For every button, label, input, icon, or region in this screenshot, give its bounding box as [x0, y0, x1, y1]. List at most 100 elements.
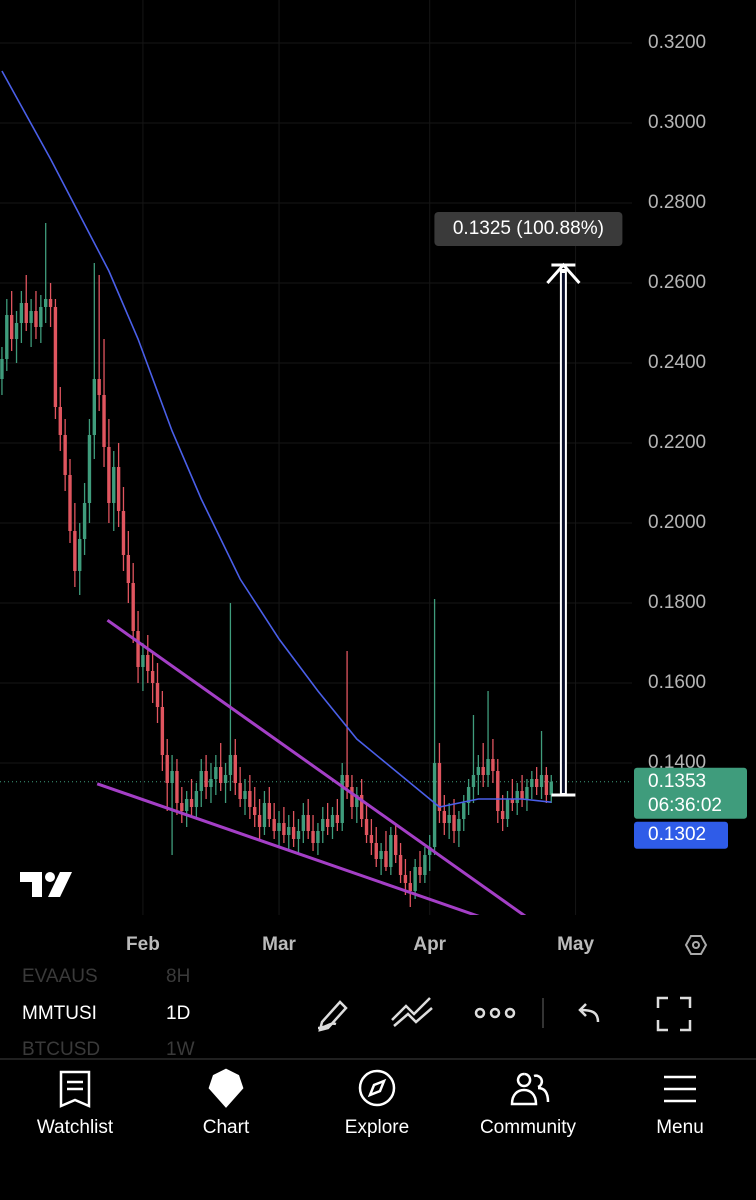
candle-body [155, 683, 160, 707]
moving-average [1, 70, 552, 808]
candle-body [355, 795, 359, 807]
candle-body [160, 707, 165, 755]
candle-body [277, 823, 281, 831]
candle-body [136, 631, 140, 667]
candle-body [530, 779, 534, 787]
candle-body [471, 775, 476, 787]
candle-body [428, 847, 432, 855]
ma-price-label: 0.1302 [648, 824, 706, 845]
explore-needle [367, 1078, 387, 1098]
measure-label: 0.1325 (100.88%) [453, 218, 604, 239]
candle-body [53, 307, 58, 407]
candle-body [447, 815, 451, 823]
prev-symbol: EVAAUS [22, 966, 98, 987]
nav-label[interactable]: Community [480, 1117, 577, 1138]
interval[interactable]: 1D [166, 1003, 190, 1024]
menu-icon[interactable] [664, 1075, 696, 1103]
symbol[interactable]: MMTUSI [22, 1003, 97, 1024]
trendline [96, 782, 480, 915]
candle-body [253, 807, 257, 815]
candle-body [48, 299, 53, 307]
candle-body [184, 799, 189, 811]
candle-body [5, 315, 9, 359]
fullscreen-icon[interactable] [656, 996, 692, 1032]
candle-body [34, 311, 38, 327]
candle-body [325, 819, 330, 827]
chart-icon[interactable] [208, 1068, 244, 1108]
y-tick-label: 0.3000 [648, 112, 706, 133]
candle-body [311, 831, 315, 843]
prev-interval: 8H [166, 966, 190, 987]
draw-icon[interactable] [317, 1000, 348, 1032]
candle-body [544, 775, 549, 795]
candle-body [515, 791, 519, 803]
candle-body [209, 779, 213, 787]
logo [20, 872, 72, 897]
candle-body [291, 827, 296, 839]
nav: Watchlist Chart Explore Community Menu [37, 1117, 704, 1138]
candle-body [248, 791, 252, 807]
candle-body [243, 791, 247, 799]
nav-label[interactable]: Menu [656, 1117, 704, 1138]
candle-body [204, 771, 208, 787]
x-tick-label: Apr [413, 934, 446, 955]
candle-body [340, 775, 344, 823]
y-tick-label: 0.3200 [648, 32, 706, 53]
candle-body [374, 843, 378, 859]
candle-body [43, 299, 48, 307]
candle-body [287, 827, 291, 835]
candle-body [107, 447, 111, 503]
candle-body [413, 867, 417, 891]
more-icon[interactable] [474, 1007, 516, 1019]
candle-body [520, 791, 524, 799]
toolbar: EVAAUS 8H MMTUSI 1D BTCUSD 1W [22, 966, 692, 1060]
candle-body [301, 815, 306, 831]
candle-body [97, 379, 101, 395]
candle-body [393, 835, 398, 855]
candle-body [442, 811, 447, 823]
candle-body [510, 799, 515, 803]
undo-icon[interactable] [578, 1003, 600, 1023]
candle-body [68, 475, 72, 531]
nav-label[interactable]: Explore [345, 1117, 409, 1138]
x-tick-label: Feb [126, 934, 160, 955]
watchlist-icon[interactable] [59, 1070, 91, 1108]
nav-label[interactable]: Chart [203, 1117, 250, 1138]
candle-body [330, 815, 335, 827]
chart-pane[interactable]: 0.1325 (100.88%) [0, 0, 632, 918]
candle-body [539, 775, 544, 787]
candle-body [116, 467, 121, 511]
nav-label[interactable]: Watchlist [37, 1117, 114, 1138]
settings-icon[interactable] [684, 935, 708, 955]
candle-body [418, 867, 422, 875]
candle-body [102, 395, 106, 447]
next-symbol: BTCUSD [22, 1039, 100, 1060]
community-icon[interactable] [510, 1072, 550, 1106]
trendline [106, 618, 527, 915]
candle-body [379, 851, 383, 859]
candle-body [63, 435, 67, 475]
candle-body [141, 655, 145, 667]
explore-icon[interactable] [358, 1069, 396, 1107]
x-tick-label: Mar [262, 934, 296, 955]
candle-body [452, 815, 456, 831]
candle-body [29, 311, 33, 323]
y-tick-label: 0.2400 [648, 352, 706, 373]
candle-body [19, 303, 24, 323]
candle-body [296, 831, 301, 839]
candle-body [9, 315, 14, 339]
candle-body [389, 835, 393, 867]
candle-body [131, 583, 135, 631]
y-tick-label: 0.2600 [648, 272, 706, 293]
lines-icon[interactable] [391, 997, 433, 1027]
candle-body [282, 823, 286, 835]
y-tick-label: 0.2200 [648, 432, 706, 453]
candle-body [335, 815, 340, 823]
candle-body [525, 787, 529, 799]
candle-body [476, 767, 481, 775]
candle-body [403, 875, 408, 883]
candle-body [165, 755, 169, 783]
candle-body [306, 815, 310, 831]
countdown-label: 06:36:02 [648, 795, 722, 816]
